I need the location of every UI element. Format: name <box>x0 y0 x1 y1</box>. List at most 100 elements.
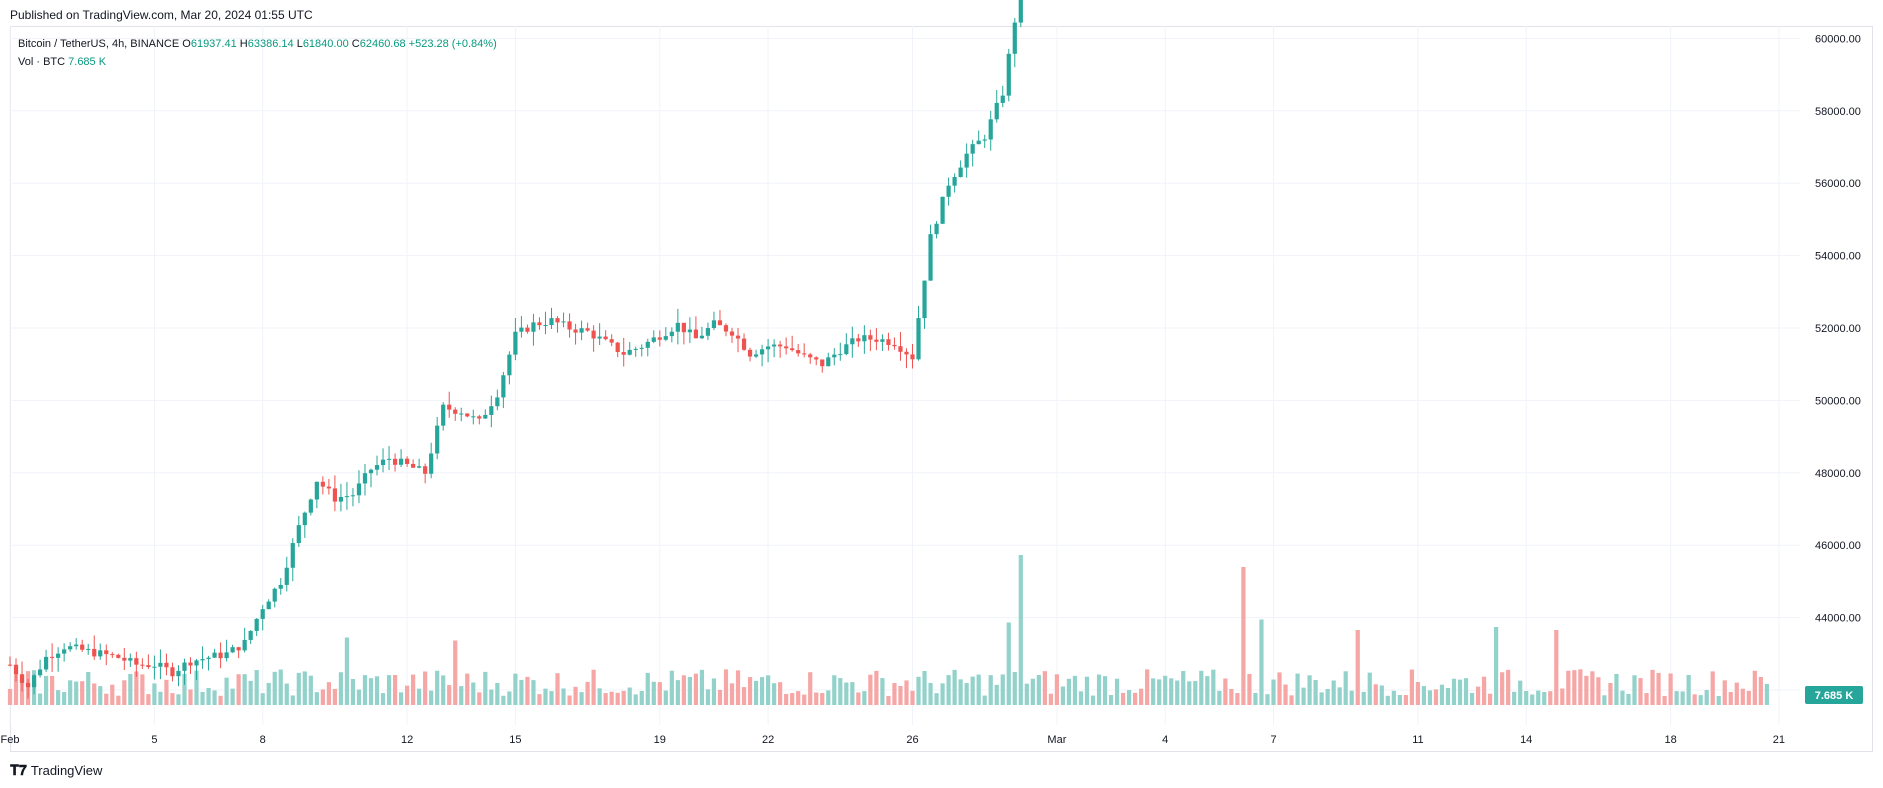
y-tick-label: 54000.00 <box>1815 251 1861 263</box>
volume-bar <box>1066 678 1072 705</box>
volume-bar <box>1536 690 1541 705</box>
volume-bar <box>645 672 650 705</box>
candle-body <box>278 584 283 589</box>
volume-bar <box>1018 555 1023 705</box>
volume-bar <box>1054 674 1059 705</box>
volume-bar <box>1367 672 1372 705</box>
open-label: O <box>182 38 191 50</box>
x-tick-label: 8 <box>260 734 266 746</box>
candle-body <box>549 318 554 326</box>
high-label: H <box>239 38 248 50</box>
volume-bar <box>1560 688 1565 705</box>
volume-bar <box>513 673 518 705</box>
volume-bar <box>675 680 680 705</box>
volume-bar <box>1554 630 1559 705</box>
volume-bar <box>916 676 921 705</box>
candle-body <box>892 344 897 347</box>
candle-body <box>447 404 452 410</box>
price-chart[interactable]: 42000.0044000.0046000.0048000.0050000.00… <box>0 0 1883 760</box>
candle-body <box>567 321 572 330</box>
candle-body <box>910 354 915 360</box>
candle-body <box>753 354 759 357</box>
volume-bar <box>597 688 602 705</box>
volume-bar <box>1253 693 1258 705</box>
candle-body <box>669 331 674 337</box>
volume-bar <box>928 682 933 705</box>
volume-bar <box>543 688 548 705</box>
candle-body <box>254 618 259 631</box>
volume-bar <box>1199 670 1204 705</box>
candle-body <box>1006 53 1011 96</box>
volume-bar <box>1668 673 1673 705</box>
volume-bar <box>236 674 241 705</box>
volume-bar <box>278 669 283 705</box>
candle-body <box>74 644 79 647</box>
volume-bar <box>1229 689 1234 705</box>
volume-bar <box>1758 676 1763 705</box>
candle-body <box>699 335 705 339</box>
volume-bar <box>1277 672 1282 705</box>
volume-bar <box>1205 676 1210 705</box>
volume-bar <box>1692 694 1697 705</box>
volume-bar <box>296 672 301 705</box>
volume-bar <box>567 695 572 705</box>
candle-body <box>970 144 975 154</box>
candle-body <box>976 140 981 145</box>
volume-bar <box>308 675 313 705</box>
volume-bar <box>1373 684 1378 705</box>
volume-bar <box>1566 670 1571 705</box>
low-label: L <box>296 38 303 50</box>
candle-body <box>537 322 542 326</box>
volume-bar <box>591 669 596 705</box>
volume-bar <box>1391 690 1396 705</box>
candle-body <box>134 658 139 665</box>
volume-bar <box>98 686 103 705</box>
candle-body <box>122 657 127 661</box>
volume-bar <box>1626 693 1631 705</box>
volume-bar <box>405 685 410 705</box>
candle-body <box>591 330 596 339</box>
candle-body <box>50 656 55 658</box>
volume-bar <box>1307 675 1312 705</box>
x-tick-label: 11 <box>1412 734 1423 746</box>
volume-bar <box>356 689 362 705</box>
volume-bar <box>158 691 163 705</box>
volume-bar <box>1632 675 1637 705</box>
volume-bar <box>687 676 692 705</box>
published-caption: Published on TradingView.com, Mar 20, 20… <box>10 8 313 22</box>
volume-bar <box>471 682 476 705</box>
candle-body <box>507 354 512 376</box>
volume-bar <box>1114 678 1120 705</box>
volume-bar <box>1301 687 1306 705</box>
volume-bar <box>519 679 524 705</box>
candle-body <box>874 339 879 342</box>
x-tick-label: 21 <box>1773 734 1785 746</box>
candle-body <box>62 649 67 654</box>
volume-bar <box>639 690 644 705</box>
high-value: 63386.14 <box>247 38 294 50</box>
volume-bar <box>729 683 735 705</box>
candle-body <box>80 644 85 650</box>
volume-bar <box>266 682 271 705</box>
volume-legend-row: Vol · BTC 7.685 K <box>18 53 497 71</box>
volume-bar <box>681 675 686 705</box>
volume-bar <box>1584 675 1589 705</box>
volume-bar <box>248 680 253 705</box>
volume-bar <box>1530 694 1535 705</box>
candle-body <box>194 660 199 666</box>
candle-body <box>561 321 566 323</box>
x-tick-label: 4 <box>1162 734 1168 746</box>
volume-bar <box>1439 684 1445 705</box>
volume-bar <box>1445 687 1451 705</box>
candle-body <box>741 338 747 350</box>
candle-body <box>820 359 825 367</box>
volume-bar <box>44 675 49 705</box>
volume-bar <box>1488 693 1493 705</box>
volume-bar <box>398 692 404 705</box>
volume-bar <box>651 681 656 705</box>
volume-bar <box>525 676 530 705</box>
candle-body <box>260 609 265 619</box>
volume-bar <box>802 694 807 705</box>
volume-bar <box>1662 695 1667 705</box>
candle-body <box>916 318 921 360</box>
